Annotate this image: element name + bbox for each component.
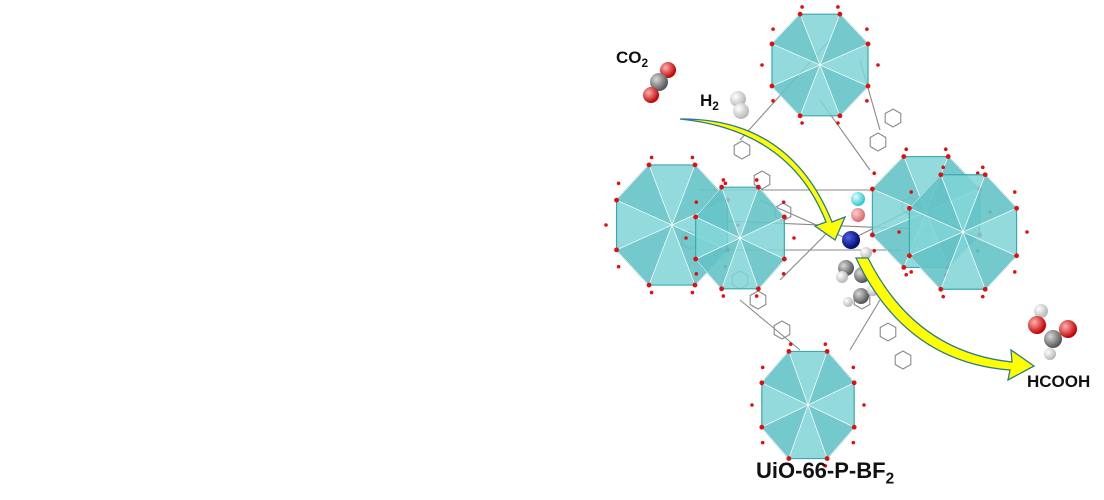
co2-molecule bbox=[643, 62, 676, 103]
h2-molecule bbox=[730, 91, 749, 119]
co2-label: CO2 bbox=[616, 48, 649, 71]
hcooh-label: HCOOH bbox=[1027, 372, 1091, 391]
p-bf2-active-site bbox=[836, 192, 879, 307]
zr-cluster-group bbox=[604, 5, 1029, 468]
material-label: UiO-66-P-BF2 bbox=[756, 458, 895, 488]
hcooh-molecule bbox=[1028, 304, 1077, 360]
h2-label: H2 bbox=[700, 91, 719, 114]
reactant-arrow bbox=[679, 118, 847, 241]
product-arrow bbox=[854, 257, 1036, 382]
